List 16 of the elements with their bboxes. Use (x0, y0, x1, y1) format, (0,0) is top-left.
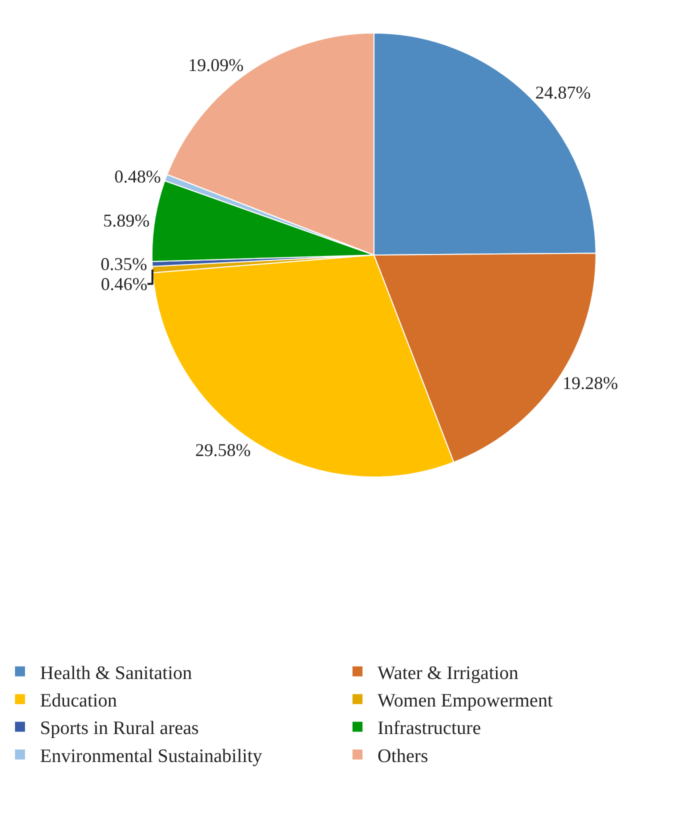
legend-label: Sports in Rural areas (40, 718, 199, 740)
data-label: 0.46% (100, 274, 148, 294)
data-label: 24.87% (535, 82, 591, 102)
legend-label: Infrastructure (378, 718, 481, 740)
data-label: 0.35% (100, 254, 148, 274)
data-label: 5.89% (103, 210, 150, 230)
legend-label: Environmental Sustainability (40, 746, 263, 767)
data-label: 0.48% (114, 166, 161, 186)
data-label: 19.09% (188, 54, 244, 75)
legend-label: Women Empowerment (378, 690, 554, 712)
legend-label: Health & Sanitation (40, 662, 192, 684)
legend-label: Others (378, 746, 428, 767)
legend-label: Water & Irrigation (378, 662, 519, 684)
data-label: 29.58% (195, 440, 251, 460)
data-label: 19.28% (562, 373, 618, 394)
legend-label: Education (40, 690, 118, 712)
